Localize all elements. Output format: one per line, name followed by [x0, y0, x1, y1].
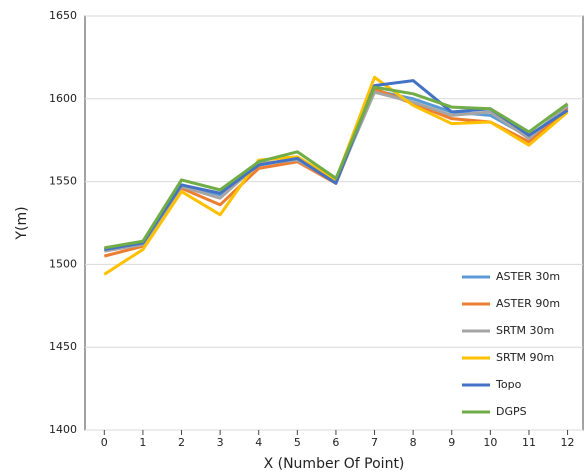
x-tick-label: 1	[139, 436, 146, 449]
legend-label: ASTER 30m	[496, 270, 560, 283]
series-line	[104, 85, 569, 250]
x-tick-label: 4	[255, 436, 262, 449]
y-tick-label: 1550	[49, 175, 77, 188]
x-tick-label: 12	[561, 436, 575, 449]
y-tick-label: 1600	[49, 92, 77, 105]
legend-label: Topo	[495, 378, 522, 391]
x-tick-label: 2	[178, 436, 185, 449]
x-tick-label: 10	[483, 436, 497, 449]
x-tick-label: 7	[371, 436, 378, 449]
x-tick-label: 9	[448, 436, 455, 449]
y-tick-label: 1400	[49, 423, 77, 436]
x-tick-label: 0	[101, 436, 108, 449]
x-axis-title: X (Number Of Point)	[264, 456, 405, 472]
y-tick-label: 1450	[49, 340, 77, 353]
legend-label: ASTER 90m	[496, 297, 560, 310]
legend-label: DGPS	[496, 405, 527, 418]
series-line	[104, 79, 569, 251]
x-tick-label: 5	[294, 436, 301, 449]
y-tick-label: 1650	[49, 9, 77, 22]
y-tick-label: 1500	[49, 257, 77, 270]
series-line	[104, 90, 569, 253]
legend-label: SRTM 30m	[496, 324, 554, 337]
y-axis-title: Y(m)	[14, 206, 30, 240]
x-tick-label: 3	[217, 436, 224, 449]
x-tick-label: 6	[332, 436, 339, 449]
legend-label: SRTM 90m	[496, 351, 554, 364]
x-tick-label: 8	[410, 436, 417, 449]
x-tick-label: 11	[522, 436, 536, 449]
